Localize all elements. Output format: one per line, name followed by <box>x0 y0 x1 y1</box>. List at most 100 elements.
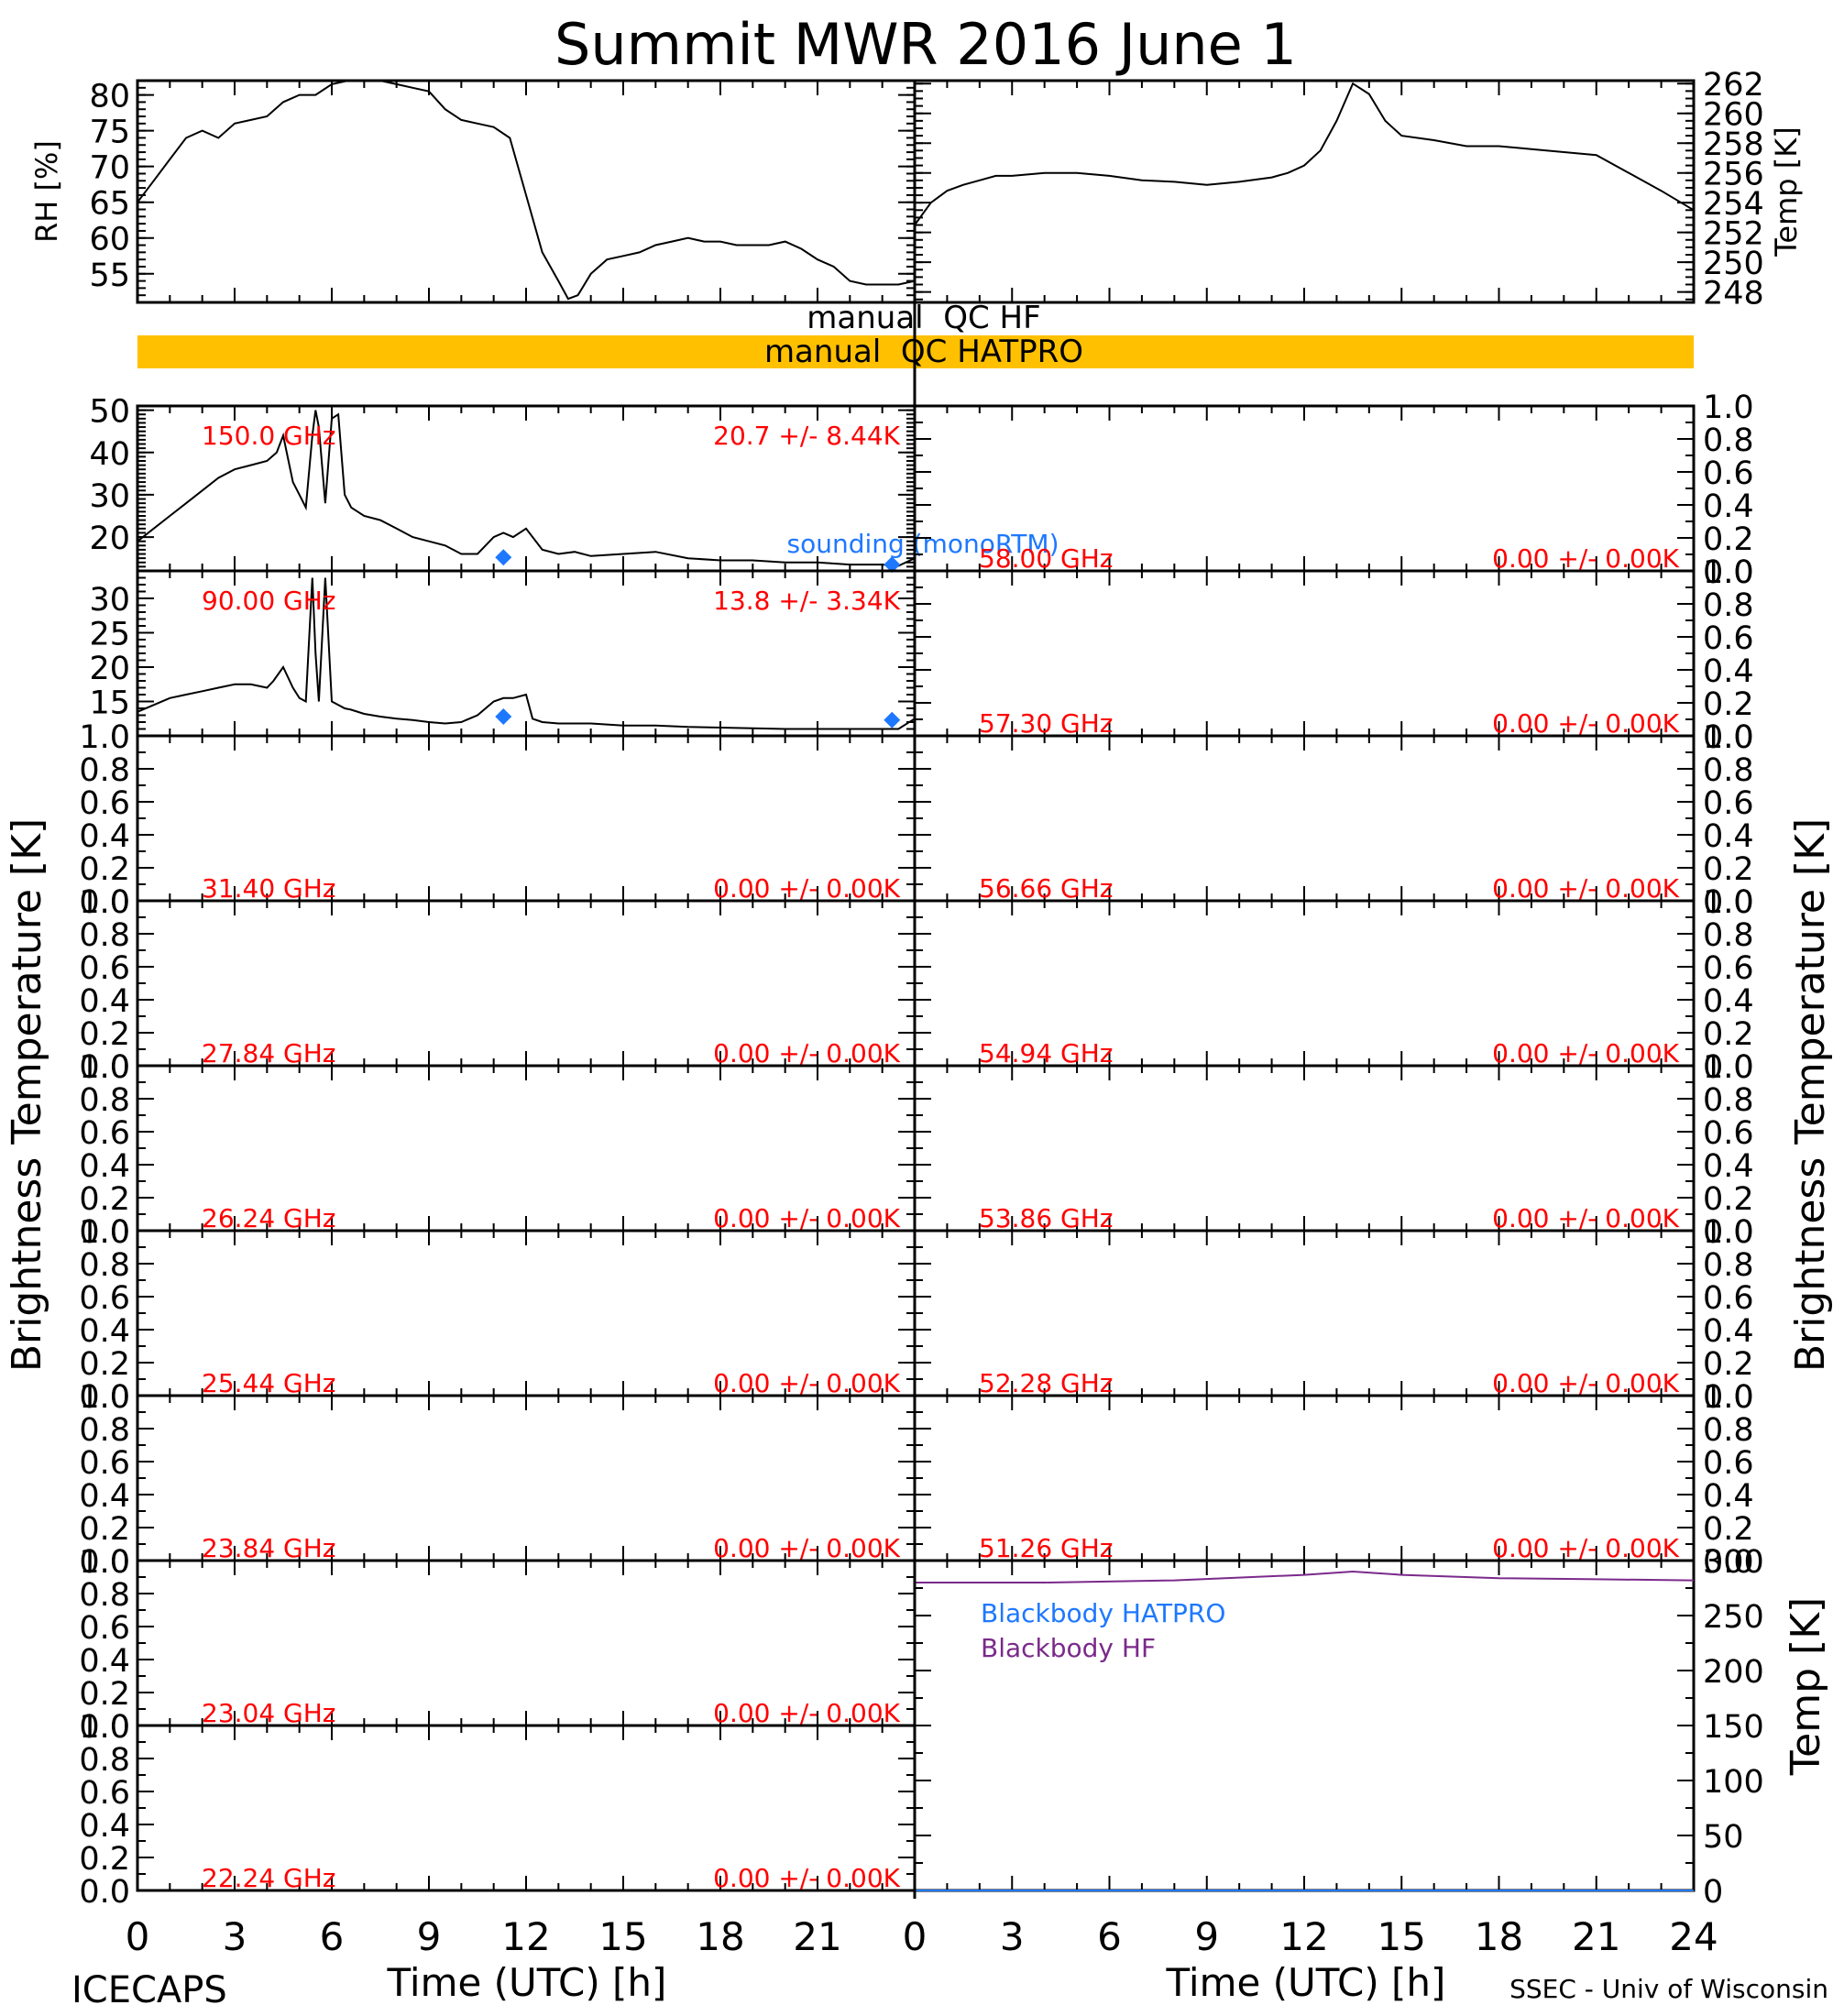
ch-51-26-ytick-label: 0.4 <box>1703 1478 1754 1515</box>
ch-23-04-channel-label: 23.04 GHz <box>202 1698 336 1728</box>
ch-90-ytick-label: 20 <box>89 651 130 687</box>
qc-hatpro-label: manual QC HATPRO <box>764 334 1083 370</box>
ch-90-ytick-label: 15 <box>89 685 130 722</box>
ch-57-30-ytick-label: 0.8 <box>1703 587 1754 624</box>
xtick-label-left: 6 <box>320 1914 345 1959</box>
ch-52-28-ytick-label: 0.2 <box>1703 1346 1754 1383</box>
blackbody-ytick-label: 200 <box>1703 1654 1764 1691</box>
xtick-label-left: 21 <box>793 1914 841 1959</box>
temp-ytick-label: 254 <box>1703 186 1764 223</box>
ch-150-series-line <box>137 410 916 567</box>
ch-26-24-ytick-label: 0.0 <box>79 1214 130 1251</box>
blackbody-ytick-label: 50 <box>1703 1819 1744 1856</box>
blackbody-ytick-label: 150 <box>1703 1709 1764 1746</box>
ch-57-30-ytick-label: 0.0 <box>1703 719 1754 756</box>
ch-51-26-channel-label: 51.26 GHz <box>979 1533 1114 1563</box>
rh-ylabel: RH [%] <box>29 140 64 243</box>
ch-58-ytick-label: 0.8 <box>1703 422 1754 459</box>
ch-58-stats-label: 0.00 +/- 0.00K <box>1492 543 1679 574</box>
xtick-label-left: 9 <box>417 1914 442 1959</box>
ch-52-28-ytick-label: 0.8 <box>1703 1247 1754 1284</box>
ch-53-86-ytick-label: 0.2 <box>1703 1181 1754 1218</box>
footer-right: SSEC - Univ of Wisconsin <box>1509 1974 1828 2004</box>
footer-left: ICECAPS <box>71 1969 227 2011</box>
ch-56-66-ytick-label: 0.4 <box>1703 818 1754 855</box>
ch-26-24-channel-label: 26.24 GHz <box>202 1203 336 1233</box>
ch-23-84-ytick-label: 0.8 <box>79 1412 130 1449</box>
ch-57-30-ytick-label: 0.4 <box>1703 653 1754 690</box>
blackbody-series-line <box>915 1570 1695 1583</box>
xtick-label-right: 3 <box>1000 1914 1025 1959</box>
temp-ytick-label: 262 <box>1703 67 1764 104</box>
ch-22-24-stats-label: 0.00 +/- 0.00K <box>713 1863 900 1893</box>
xtick-label-right: 18 <box>1475 1914 1523 1959</box>
rh-frame <box>136 79 916 304</box>
rh-ytick-label: 70 <box>89 150 130 187</box>
ch-53-86-ytick-label: 1.0 <box>1703 1049 1754 1086</box>
ch-31-40-ytick-label: 0.8 <box>79 752 130 789</box>
ch-54-94-ytick-label: 0.4 <box>1703 983 1754 1020</box>
ch-52-28-ytick-label: 1.0 <box>1703 1214 1754 1251</box>
ch-56-66-ytick-label: 0.6 <box>1703 785 1754 822</box>
ch-25-44-ytick-label: 0.4 <box>79 1313 130 1350</box>
ch-56-66-stats-label: 0.00 +/- 0.00K <box>1492 873 1679 904</box>
rh-ytick-label: 55 <box>89 257 130 294</box>
ch-25-44-channel-label: 25.44 GHz <box>202 1368 336 1398</box>
ch-54-94-ytick-label: 0.2 <box>1703 1016 1754 1053</box>
ch-25-44-ytick-label: 1.0 <box>79 1214 130 1251</box>
ch-26-24-ytick-label: 0.8 <box>79 1082 130 1119</box>
blackbody-ytick-label: 300 <box>1703 1544 1764 1581</box>
rh-ytick-label: 60 <box>89 222 130 258</box>
ch-56-66-channel-label: 56.66 GHz <box>979 873 1114 904</box>
xtick-label-right: 0 <box>903 1914 927 1959</box>
xlabel-right: Time (UTC) [h] <box>1166 1960 1446 2005</box>
ch-150-channel-label: 150.0 GHz <box>202 421 336 451</box>
blackbody-ylabel: Temp [K] <box>1783 1597 1829 1776</box>
ch-54-94-channel-label: 54.94 GHz <box>979 1038 1114 1068</box>
ch-22-24-ytick-label: 0.0 <box>79 1874 130 1911</box>
ch-25-44-ytick-label: 0.8 <box>79 1247 130 1284</box>
xtick-label-right: 21 <box>1572 1914 1620 1959</box>
ch-22-24-channel-label: 22.24 GHz <box>202 1863 336 1893</box>
ch-23-04-ytick-label: 0.0 <box>79 1709 130 1746</box>
ch-25-44-ytick-label: 0.2 <box>79 1346 130 1383</box>
ch-58-ytick-label: 0.4 <box>1703 488 1754 525</box>
ch-26-24-stats-label: 0.00 +/- 0.00K <box>713 1203 900 1233</box>
ch-25-44-ytick-label: 0.0 <box>79 1379 130 1416</box>
temp-ytick-label: 252 <box>1703 216 1764 253</box>
ch-27-84-ytick-label: 0.6 <box>79 950 130 987</box>
right-ylabel: Brightness Temperature [K] <box>1787 818 1833 1372</box>
ch-26-24-ytick-label: 0.2 <box>79 1181 130 1218</box>
ch-57-30-ytick-label: 0.6 <box>1703 620 1754 657</box>
ch-27-84-ytick-label: 0.2 <box>79 1016 130 1053</box>
ch-54-94-ytick-label: 0.0 <box>1703 1049 1754 1086</box>
ch-54-94-ytick-label: 0.8 <box>1703 917 1754 954</box>
ch-52-28-ytick-label: 0.4 <box>1703 1313 1754 1350</box>
ch-54-94-ytick-label: 1.0 <box>1703 884 1754 921</box>
ch-53-86-channel-label: 53.86 GHz <box>979 1203 1114 1233</box>
rh-ytick-label: 65 <box>89 186 130 223</box>
blackbody-ytick-label: 0 <box>1703 1874 1723 1911</box>
ch-23-04-ytick-label: 0.6 <box>79 1610 130 1647</box>
ch-22-24-ytick-label: 0.4 <box>79 1808 130 1845</box>
ch-150-ytick-label: 50 <box>89 394 130 431</box>
ch-150-stats-label: 20.7 +/- 8.44K <box>713 421 900 451</box>
ch-51-26-stats-label: 0.00 +/- 0.00K <box>1492 1533 1679 1563</box>
ch-54-94-stats-label: 0.00 +/- 0.00K <box>1492 1038 1679 1068</box>
temp-ytick-label: 258 <box>1703 126 1764 163</box>
ch-25-44-ytick-label: 0.6 <box>79 1280 130 1317</box>
ch-90-sounding-marker <box>495 708 512 725</box>
xtick-label-left: 18 <box>696 1914 744 1959</box>
xtick-label-left: 12 <box>501 1914 550 1959</box>
ch-52-28-channel-label: 52.28 GHz <box>979 1368 1114 1398</box>
ch-54-94-ytick-label: 0.6 <box>1703 950 1754 987</box>
ch-23-84-channel-label: 23.84 GHz <box>202 1533 336 1563</box>
ch-31-40-ytick-label: 0.4 <box>79 818 130 855</box>
ch-26-24-ytick-label: 0.6 <box>79 1115 130 1152</box>
ch-53-86-stats-label: 0.00 +/- 0.00K <box>1492 1203 1679 1233</box>
ch-51-26-ytick-label: 0.8 <box>1703 1412 1754 1449</box>
ch-27-84-stats-label: 0.00 +/- 0.00K <box>713 1038 900 1068</box>
xtick-label-left: 15 <box>598 1914 647 1959</box>
temp-frame <box>913 79 1696 304</box>
xtick-label-right: 12 <box>1279 1914 1328 1959</box>
